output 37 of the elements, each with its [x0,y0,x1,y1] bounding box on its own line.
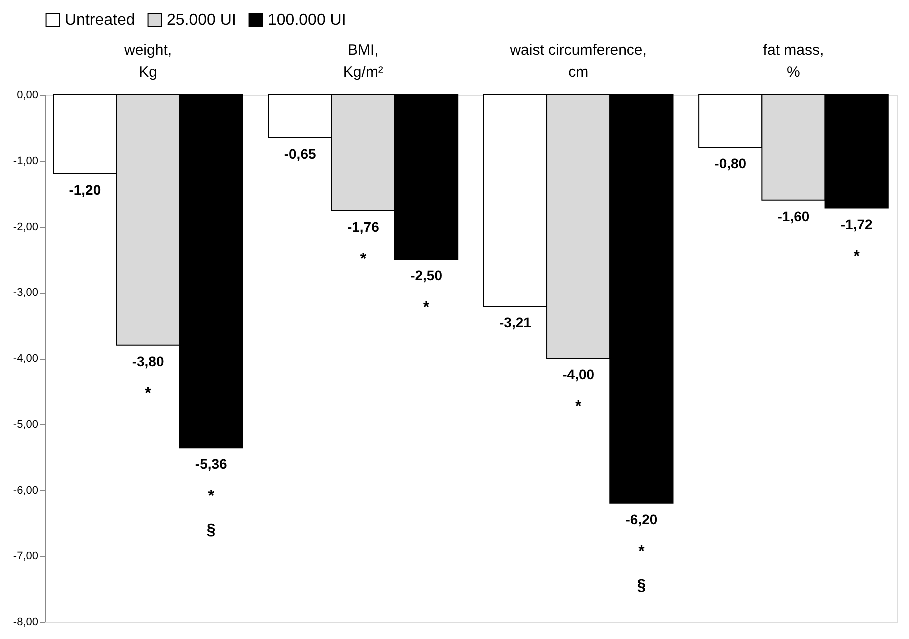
x-tick-label: waist circumference, cm [509,42,647,81]
y-tick-label: -4,00 [13,353,38,365]
y-tick-label: -1,00 [13,155,38,168]
y-tick-label: -3,00 [13,287,38,300]
annotation: * [360,250,368,268]
data-label: -3,80 [132,353,164,370]
legend-label: 25.000 UI [167,12,236,30]
annotation: * [575,398,582,416]
data-label: -0,65 [284,146,316,162]
annotation: * [208,488,216,506]
y-tick-label: -8,00 [13,616,38,628]
y-tick-label: 0,00 [17,90,38,102]
data-label: -6,20 [626,511,658,528]
x-tick-label: fat mass, % [763,42,824,81]
data-label: -1,76 [347,218,380,235]
y-tick-label: -7,00 [13,550,38,563]
data-label: -1,20 [69,182,102,198]
x-tick-label: BMI, Kg/m² [343,42,384,81]
annotation: * [423,300,430,317]
annotation: § [206,522,216,540]
y-tick-label: -2,00 [13,221,38,234]
data-label: -4,00 [562,366,595,382]
y-tick-label: -5,00 [13,418,38,431]
data-label: -0,80 [714,156,747,172]
legend-label: 100.000 UI [268,12,346,30]
annotation: * [145,385,152,402]
data-label: -2,50 [410,268,443,284]
data-label: -1,72 [840,216,873,232]
y-tick-label: -6,00 [13,484,38,497]
annotation: § [637,577,646,594]
annotation: * [638,543,646,560]
annotation: * [854,248,861,266]
data-label: -3,21 [500,314,532,330]
data-label: -5,36 [195,456,228,472]
x-tick-label: weight, Kg [124,42,172,81]
data-label: -1,60 [778,208,810,224]
legend-label: Untreated [65,12,136,30]
